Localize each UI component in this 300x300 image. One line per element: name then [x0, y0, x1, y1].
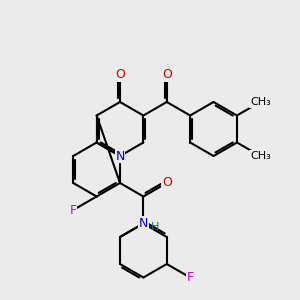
- Text: CH₃: CH₃: [250, 97, 271, 107]
- Text: CH₃: CH₃: [250, 151, 271, 161]
- Text: N: N: [115, 149, 125, 163]
- Text: O: O: [115, 68, 125, 82]
- Text: N: N: [139, 217, 148, 230]
- Text: H: H: [151, 221, 159, 232]
- Text: O: O: [162, 68, 172, 82]
- Text: O: O: [162, 176, 172, 190]
- Text: F: F: [187, 271, 194, 284]
- Text: F: F: [70, 203, 77, 217]
